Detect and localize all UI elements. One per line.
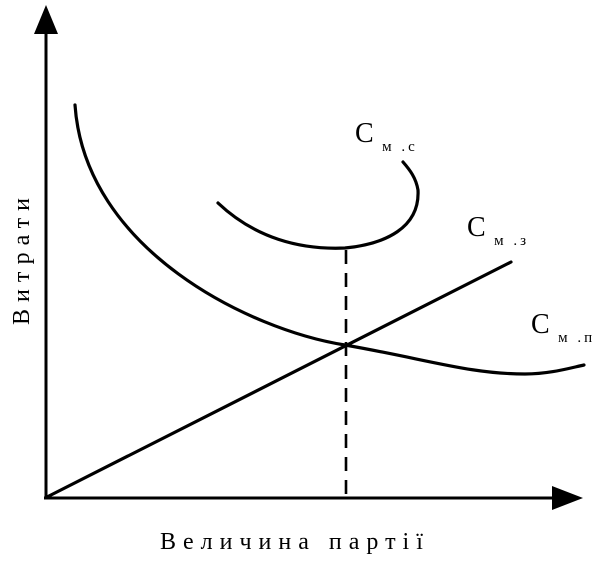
label-mp-main: С [531,309,550,340]
label-ms: С м .с [355,118,418,155]
label-ms-sub: м .с [382,139,418,155]
y-axis-title: Витрати [9,191,35,325]
curve-mp-line [73,103,586,376]
label-mp: С м .п [531,309,595,346]
curve-ms-line [216,160,420,250]
label-ms-main: С [355,118,374,149]
x-axis-arrow [552,486,583,510]
y-axis-arrow [34,5,58,34]
label-mz-main: С [467,212,486,243]
x-axis-title: Величина партії [160,529,430,555]
label-mz: С м .з [467,212,529,249]
label-mp-sub: м .п [558,330,595,346]
label-mz-sub: м .з [494,233,529,249]
curve-mz-line [45,260,513,499]
